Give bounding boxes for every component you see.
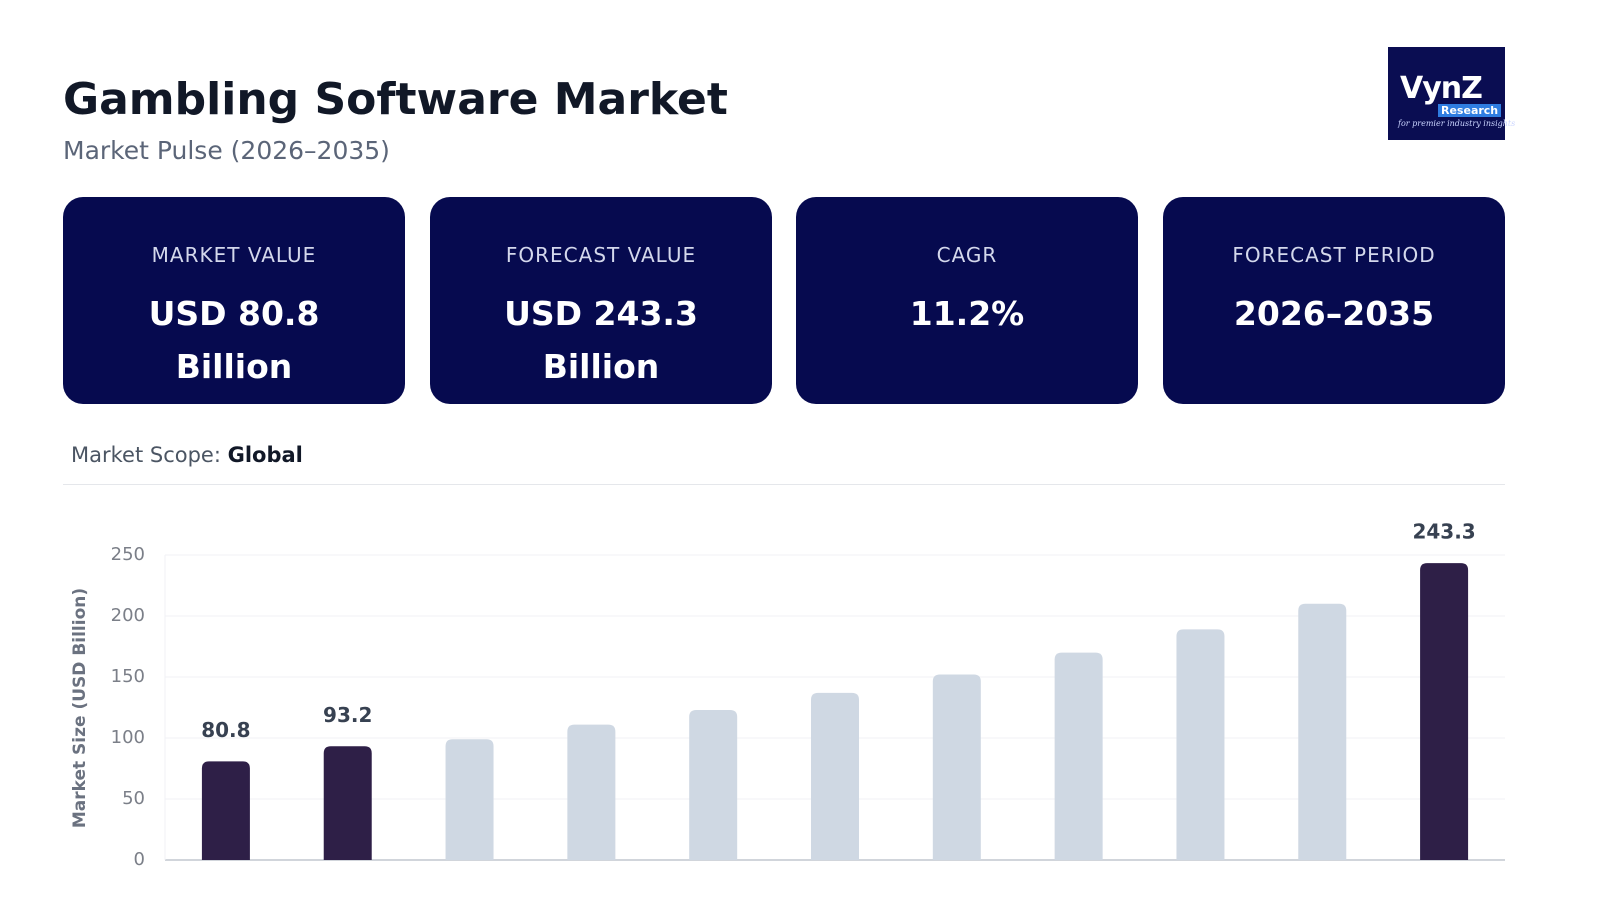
bar bbox=[1420, 563, 1469, 860]
y-tick-label: 100 bbox=[111, 727, 145, 748]
scope: Market Scope: Global bbox=[71, 443, 303, 467]
kpi-label: CAGR bbox=[936, 243, 998, 267]
logo-brand: VynZ bbox=[1400, 71, 1483, 106]
bar bbox=[811, 692, 859, 860]
y-tick-label: 250 bbox=[111, 544, 145, 565]
bar bbox=[932, 674, 981, 860]
bar bbox=[1054, 652, 1103, 860]
value-label: 80.8 bbox=[201, 718, 250, 742]
y-tick-label: 0 bbox=[134, 849, 145, 870]
y-tick-label: 150 bbox=[111, 666, 145, 687]
kpi-card: FORECAST VALUE USD 243.3 Billion bbox=[430, 197, 772, 404]
bar bbox=[689, 709, 738, 860]
kpi-value: 11.2% bbox=[909, 294, 1025, 333]
bar bbox=[445, 739, 494, 860]
logo-tagline: for premier industry insights bbox=[1398, 119, 1516, 128]
kpi-card: MARKET VALUE USD 80.8 Billion bbox=[63, 197, 405, 404]
value-label: 93.2 bbox=[323, 703, 372, 727]
kpi-label: FORECAST PERIOD bbox=[1232, 243, 1436, 267]
kpi-card: FORECAST PERIOD 2026–2035 bbox=[1163, 197, 1505, 404]
page-title: Gambling Software Market bbox=[63, 74, 728, 125]
logo: VynZ Research for premier industry insig… bbox=[1388, 47, 1515, 140]
value-label: 243.3 bbox=[1412, 520, 1475, 544]
y-tick-label: 50 bbox=[122, 788, 145, 809]
kpi-value: USD 80.8 Billion bbox=[148, 294, 320, 386]
bar bbox=[1176, 629, 1225, 860]
scope-label: Market Scope: bbox=[71, 443, 221, 467]
bar bbox=[1298, 603, 1347, 860]
y-axis-label: Market Size (USD Billion) bbox=[70, 588, 90, 828]
y-tick-label: 200 bbox=[111, 605, 145, 626]
kpi-value: USD 243.3 Billion bbox=[504, 294, 698, 386]
logo-sub: Research bbox=[1438, 104, 1502, 117]
kpi-label: FORECAST VALUE bbox=[505, 243, 697, 267]
bar bbox=[201, 761, 250, 860]
kpi-label: MARKET VALUE bbox=[151, 243, 317, 267]
page-subtitle: Market Pulse (2026–2035) bbox=[63, 136, 390, 165]
scope-value: Global bbox=[227, 443, 303, 467]
divider bbox=[63, 484, 1505, 485]
kpi-value: 2026–2035 bbox=[1233, 294, 1435, 333]
bar bbox=[567, 724, 616, 860]
bar bbox=[323, 746, 372, 860]
kpi-card: CAGR 11.2% bbox=[796, 197, 1138, 404]
